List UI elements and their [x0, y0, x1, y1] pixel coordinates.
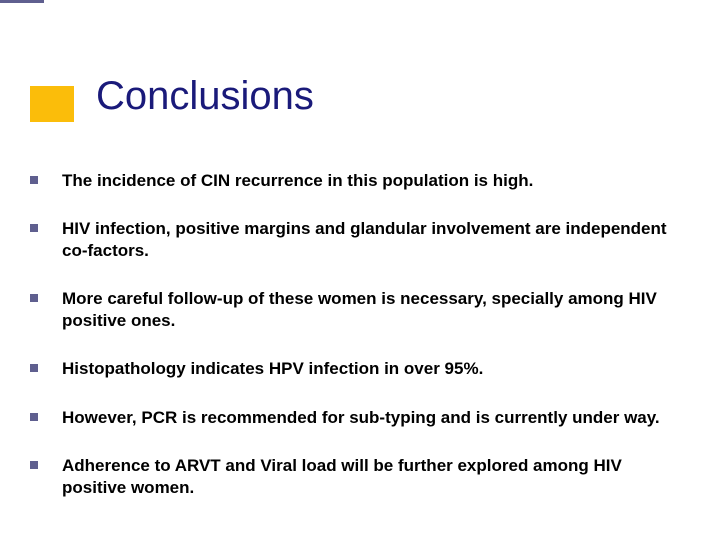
slide-title: Conclusions	[96, 74, 314, 119]
accent-underline	[0, 0, 44, 3]
bullet-text: However, PCR is recommended for sub-typi…	[62, 407, 660, 429]
bullet-text: Histopathology indicates HPV infection i…	[62, 358, 483, 380]
list-item: However, PCR is recommended for sub-typi…	[30, 407, 690, 429]
bullet-icon	[30, 294, 38, 302]
bullet-list: The incidence of CIN recurrence in this …	[30, 170, 690, 525]
accent-block-top	[30, 86, 74, 122]
list-item: Histopathology indicates HPV infection i…	[30, 358, 690, 380]
bullet-icon	[30, 176, 38, 184]
bullet-text: HIV infection, positive margins and glan…	[62, 218, 690, 262]
bullet-text: The incidence of CIN recurrence in this …	[62, 170, 533, 192]
list-item: The incidence of CIN recurrence in this …	[30, 170, 690, 192]
list-item: HIV infection, positive margins and glan…	[30, 218, 690, 262]
list-item: Adherence to ARVT and Viral load will be…	[30, 455, 690, 499]
bullet-icon	[30, 461, 38, 469]
list-item: More careful follow-up of these women is…	[30, 288, 690, 332]
bullet-text: Adherence to ARVT and Viral load will be…	[62, 455, 690, 499]
bullet-icon	[30, 413, 38, 421]
bullet-text: More careful follow-up of these women is…	[62, 288, 690, 332]
bullet-icon	[30, 224, 38, 232]
bullet-icon	[30, 364, 38, 372]
